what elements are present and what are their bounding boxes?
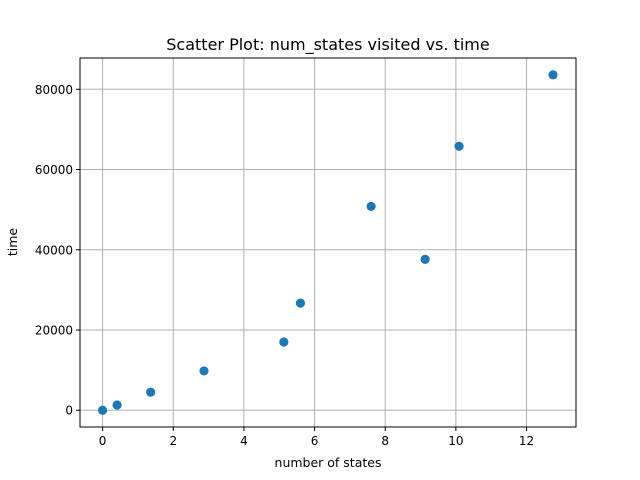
scatter-point	[420, 254, 430, 264]
x-tick-label: 10	[448, 434, 463, 448]
scatter-point	[548, 70, 558, 80]
chart-title: Scatter Plot: num_states visited vs. tim…	[166, 35, 489, 55]
scatter-point	[366, 201, 376, 212]
x-tick-label: 8	[381, 434, 389, 448]
y-axis-label: time	[5, 228, 20, 257]
y-tick-label: 40000	[35, 243, 73, 257]
x-axis-label: number of states	[275, 455, 382, 470]
x-tick-label: 12	[519, 434, 534, 448]
scatter-point	[146, 387, 156, 397]
y-tick-label: 80000	[35, 83, 73, 97]
x-tick-label: 6	[311, 434, 319, 448]
scatter-point	[279, 337, 289, 347]
y-tick-label: 0	[65, 404, 73, 418]
scatter-point	[295, 298, 306, 308]
data-points	[98, 70, 558, 415]
grid-lines	[80, 58, 576, 427]
scatter-point	[454, 141, 464, 151]
y-tick-label: 20000	[35, 323, 73, 337]
x-tick-label: 4	[240, 434, 248, 448]
scatter-point	[112, 400, 122, 410]
x-tick-label: 0	[99, 434, 107, 448]
y-tick-label: 60000	[35, 163, 73, 177]
plot-frame	[79, 57, 577, 428]
axis-ticks: 0 2 4 6 8 10 12 0 20000 40000 60000 80000	[35, 83, 534, 448]
scatter-point	[98, 405, 108, 415]
x-tick-label: 2	[169, 434, 177, 448]
scatter-point	[199, 366, 209, 376]
